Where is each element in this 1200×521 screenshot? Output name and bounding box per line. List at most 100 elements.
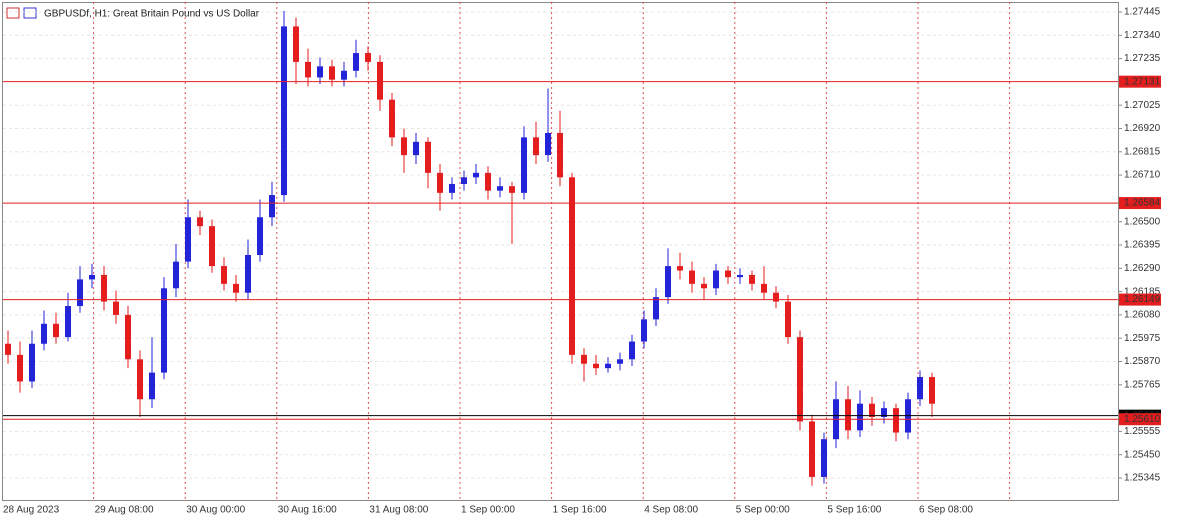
candle-body [257,217,263,255]
candle [197,210,203,236]
candle-body [233,283,239,293]
candle-body [353,53,359,71]
candle [101,266,107,311]
candle [617,352,623,371]
candle [449,177,455,200]
candle-body [797,337,803,422]
candle [497,177,503,198]
candle-body [137,359,143,400]
y-tick-label: 1.25870 [1124,356,1161,367]
candle [761,266,767,300]
candle-body [485,172,491,191]
plot-frame [2,2,1119,501]
candle-body [545,132,551,156]
candle-body [857,403,863,431]
candle [737,268,743,284]
candle-body [329,66,335,80]
candle-body [5,343,11,355]
candle [257,199,263,262]
candle-body [125,314,131,360]
candle-body [893,408,899,433]
candle [293,17,299,85]
x-tick-label: 29 Aug 08:00 [95,505,154,516]
x-tick-label: 1 Sep 00:00 [461,505,515,516]
candle [521,126,527,200]
candle [509,181,515,244]
candle [221,257,227,291]
candle [377,55,383,111]
candle [893,403,899,442]
x-tick-label: 1 Sep 16:00 [553,505,607,516]
level-line-tag [1119,293,1161,306]
candle-body [929,377,935,404]
level-line-tag [1119,413,1161,426]
candle [653,288,659,327]
candle [401,128,407,173]
candle-body [761,283,767,293]
candle-body [461,177,467,184]
candle-body [149,372,155,400]
y-tick-label: 1.25450 [1124,449,1161,460]
candle [425,137,431,189]
candle [53,312,59,344]
x-tick-label: 5 Sep 00:00 [736,505,790,516]
candle [473,164,479,184]
x-tick-label: 5 Sep 16:00 [827,505,881,516]
candle-body [641,319,647,342]
candle [281,10,287,202]
candle-body [185,217,191,262]
level-line-label: 1.26149 [1124,294,1161,305]
candle-body [617,359,623,364]
y-tick-label: 1.26920 [1124,123,1161,134]
y-tick-label: 1.26710 [1124,170,1161,181]
candle [557,110,563,187]
y-tick-label: 1.25975 [1124,333,1161,344]
candle [89,263,95,289]
y-tick-label: 1.26500 [1124,216,1161,227]
candle-body [269,195,275,218]
candle-body [29,343,35,382]
candle-body [413,141,419,156]
candle-body [281,26,287,196]
candle-body [629,341,635,360]
candle [185,199,191,269]
candle [137,350,143,417]
candle-body [41,323,47,344]
candle [41,310,47,351]
candle-body [161,288,167,373]
candle [725,266,731,284]
y-tick-label: 1.26290 [1124,263,1161,274]
level-line-tag [1119,75,1161,88]
candle-body [689,270,695,284]
candle [545,88,551,162]
candle-body [785,301,791,338]
candle [113,290,119,324]
candle [773,286,779,309]
candle-body [497,186,503,191]
candle-body [881,408,887,417]
candle-body [77,279,83,307]
candle [209,219,215,273]
level-line-tag [1119,197,1161,210]
y-tick-label: 1.25345 [1124,473,1161,484]
candle-body [449,183,455,193]
candle [317,57,323,85]
y-tick-label: 1.26080 [1124,310,1161,321]
y-tick-label: 1.27340 [1124,30,1161,41]
candle [857,390,863,437]
candle [917,370,923,406]
candle-body [221,266,227,284]
candle [665,248,671,304]
candle [233,274,239,302]
candle [809,414,815,486]
candle [485,166,491,200]
candle [341,61,347,87]
candle [677,252,683,280]
candle-body [89,274,95,280]
candle-body [209,226,215,267]
candle-body [773,292,779,302]
candle [797,330,803,431]
x-tick-label: 4 Sep 08:00 [644,505,698,516]
